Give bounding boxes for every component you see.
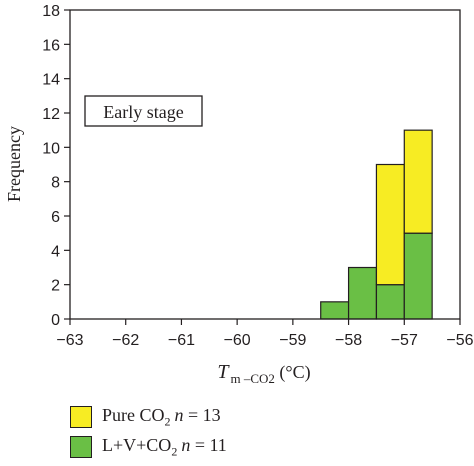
y-tick-label: 16 [42,37,60,54]
x-tick-label: −60 [224,332,251,349]
annotation-box: Early stage [84,95,203,127]
y-tick-label: 4 [51,243,60,260]
y-tick-label: 12 [42,106,60,123]
y-tick-label: 2 [51,278,60,295]
annotation-text: Early stage [103,102,183,122]
y-ticks: 0 2 4 6 8 10 12 14 16 18 [42,3,70,329]
x-tick-label: −58 [335,332,362,349]
legend-n-text: = 13 [183,404,221,425]
legend-n-label: n [181,434,191,455]
y-axis-title: Frequency [4,126,24,202]
x-tick-label: −59 [279,332,306,349]
legend-swatch-pure-co2 [70,406,92,428]
x-axis-subscript: m –CO2 [231,371,275,386]
x-tick-label: −57 [391,332,418,349]
y-tick-label: 6 [51,209,60,226]
legend-swatch-lv-co2 [70,436,92,458]
y-tick-label: 10 [42,140,60,157]
bar-pure-2 [375,163,405,286]
y-tick-label: 14 [42,72,60,89]
y-tick-label: 8 [51,175,60,192]
x-tick-label: −62 [112,332,139,349]
y-tick-label: 18 [42,3,60,20]
x-tick-label: −61 [168,332,195,349]
x-tick-label: −56 [446,332,473,349]
x-axis-symbol: T [217,361,230,383]
legend-item-pure-co2: Pure CO2 n = 13 [70,404,227,430]
legend: Pure CO2 n = 13 L+V+CO2 n = 11 [70,404,227,464]
legend-sub: 2 [164,414,171,429]
y-tick-label: 0 [51,312,60,329]
x-tick-label: −63 [56,332,83,349]
legend-n-label: n [174,404,184,425]
legend-sub: 2 [171,444,178,459]
plot-frame [69,9,461,320]
bar-lvco2-1 [347,266,378,320]
legend-item-lv-co2: L+V+CO2 n = 11 [70,434,227,460]
bar-lvco2-3 [403,232,433,320]
legend-prefix: Pure CO [102,404,165,425]
bar-lvco2-2 [375,284,405,320]
bar-pure-3 [403,129,433,234]
bars-group [320,129,433,320]
x-axis-unit: (°C) [275,362,311,383]
legend-label-lv-co2: L+V+CO2 n = 11 [102,435,227,460]
legend-prefix: L+V+CO [102,434,172,455]
histogram-chart: −63 −62 −61 −60 −59 −58 −57 −56 0 2 4 6 8 10 12 14 16 18… [4,3,474,386]
legend-n-text: = 11 [190,434,227,455]
x-ticks: −63 −62 −61 −60 −59 −58 −57 −56 [56,319,474,349]
legend-label-pure-co2: Pure CO2 n = 13 [102,405,221,430]
bar-lvco2-0 [320,301,350,320]
